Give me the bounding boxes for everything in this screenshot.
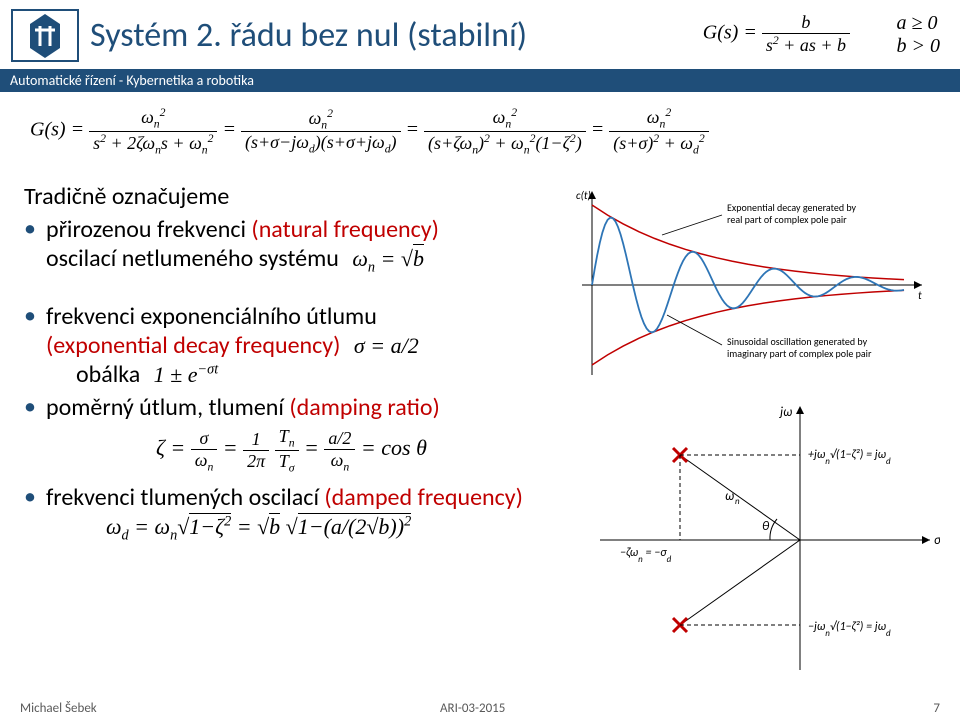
svg-text:−ζωn = −σd: −ζωn = −σd — [620, 546, 672, 565]
main-transfer-formula: G(s) = ωn2 s2 + 2ζωns + ωn2 = ωn2 (s+σ−j… — [30, 106, 960, 156]
b3-red: (damping ratio) — [289, 393, 439, 422]
bullet-natural-freq: • přirozenou frekvenci (natural frequenc… — [24, 215, 564, 276]
footer-course: ARI-03-2015 — [440, 701, 505, 716]
b2-text3: obálka — [76, 360, 140, 389]
b4-text1: frekvenci tlumených oscilací — [46, 483, 319, 512]
svg-text:+jωn√(1−ζ²) = jωd: +jωn√(1−ζ²) = jωd — [808, 448, 891, 467]
b3-text1: poměrný útlum, tlumení — [46, 393, 284, 422]
bullet-dot-icon: • — [24, 302, 36, 330]
b4-red: (damped frequency) — [324, 483, 523, 512]
b1-text2: oscilací netlumeného systému — [46, 244, 339, 273]
b2-math: σ = a/2 — [354, 333, 419, 358]
intro-line: Tradičně označujeme — [24, 182, 564, 211]
svg-text:jω: jω — [779, 405, 792, 420]
bullet-dot-icon: • — [24, 393, 36, 421]
svg-text:c(t): c(t) — [576, 189, 591, 202]
svg-text:n: n — [735, 496, 740, 507]
svg-text:t: t — [918, 289, 922, 302]
footer-page: 7 — [933, 701, 940, 716]
course-subband: Automatické řízení - Kybernetika a robot… — [0, 69, 960, 92]
bullet-damped-freq: • frekvenci tlumených oscilací (damped f… — [24, 483, 564, 544]
stability-conditions: a ≥ 0b > 0 — [897, 12, 941, 58]
transfer-function-formula: G(s) = bs2 + as + b — [703, 12, 850, 56]
svg-text:−jωn√(1−ζ²) = jωd: −jωn√(1−ζ²) = jωd — [808, 620, 891, 639]
b1-math: ωn = √b — [352, 246, 424, 271]
svg-text:σ: σ — [934, 533, 940, 548]
body-content: Tradičně označujeme • přirozenou frekven… — [24, 180, 564, 548]
bullet-dot-icon: • — [24, 215, 36, 243]
b1-red: (natural frequency) — [251, 215, 439, 244]
bullet-decay-freq: • frekvenci exponenciálního útlumu (expo… — [24, 302, 564, 389]
bullet-dot-icon: • — [24, 483, 36, 511]
damped-response-figure: c(t) t Exponential decay generated by re… — [572, 185, 932, 385]
b4-math: ωd = ωn√1−ζ2 = √b √1−(a/(2√b))2 — [106, 514, 411, 539]
footer-author: Michael Šebek — [20, 701, 97, 716]
institution-logo — [10, 8, 80, 63]
page-title: Systém 2. řádu bez nul (stabilní) — [90, 15, 527, 56]
bullet-damping-ratio: • poměrný útlum, tlumení (damping ratio)… — [24, 393, 564, 478]
b3-math: ζ = σωn = 12π TnTσ = a/2ωn = cos θ — [156, 426, 440, 474]
svg-text:imaginary part of complex pole: imaginary part of complex pole pair — [727, 347, 872, 360]
svg-text:ω: ω — [725, 489, 734, 504]
b2-text1: frekvenci exponenciálního útlumu — [46, 302, 377, 331]
svg-text:θ: θ — [762, 519, 770, 534]
svg-text:real part of complex pole pair: real part of complex pole pair — [727, 213, 847, 226]
b2-red: (exponential decay frequency) — [46, 331, 340, 360]
b1-text1: přirozenou frekvenci — [46, 215, 246, 244]
b2-math2: 1 ± e−σt — [154, 362, 219, 387]
s-plane-figure: σ jω θ ωn +jωn√(1−ζ²) = jωd −jωn√(1−ζ²) … — [570, 400, 940, 680]
